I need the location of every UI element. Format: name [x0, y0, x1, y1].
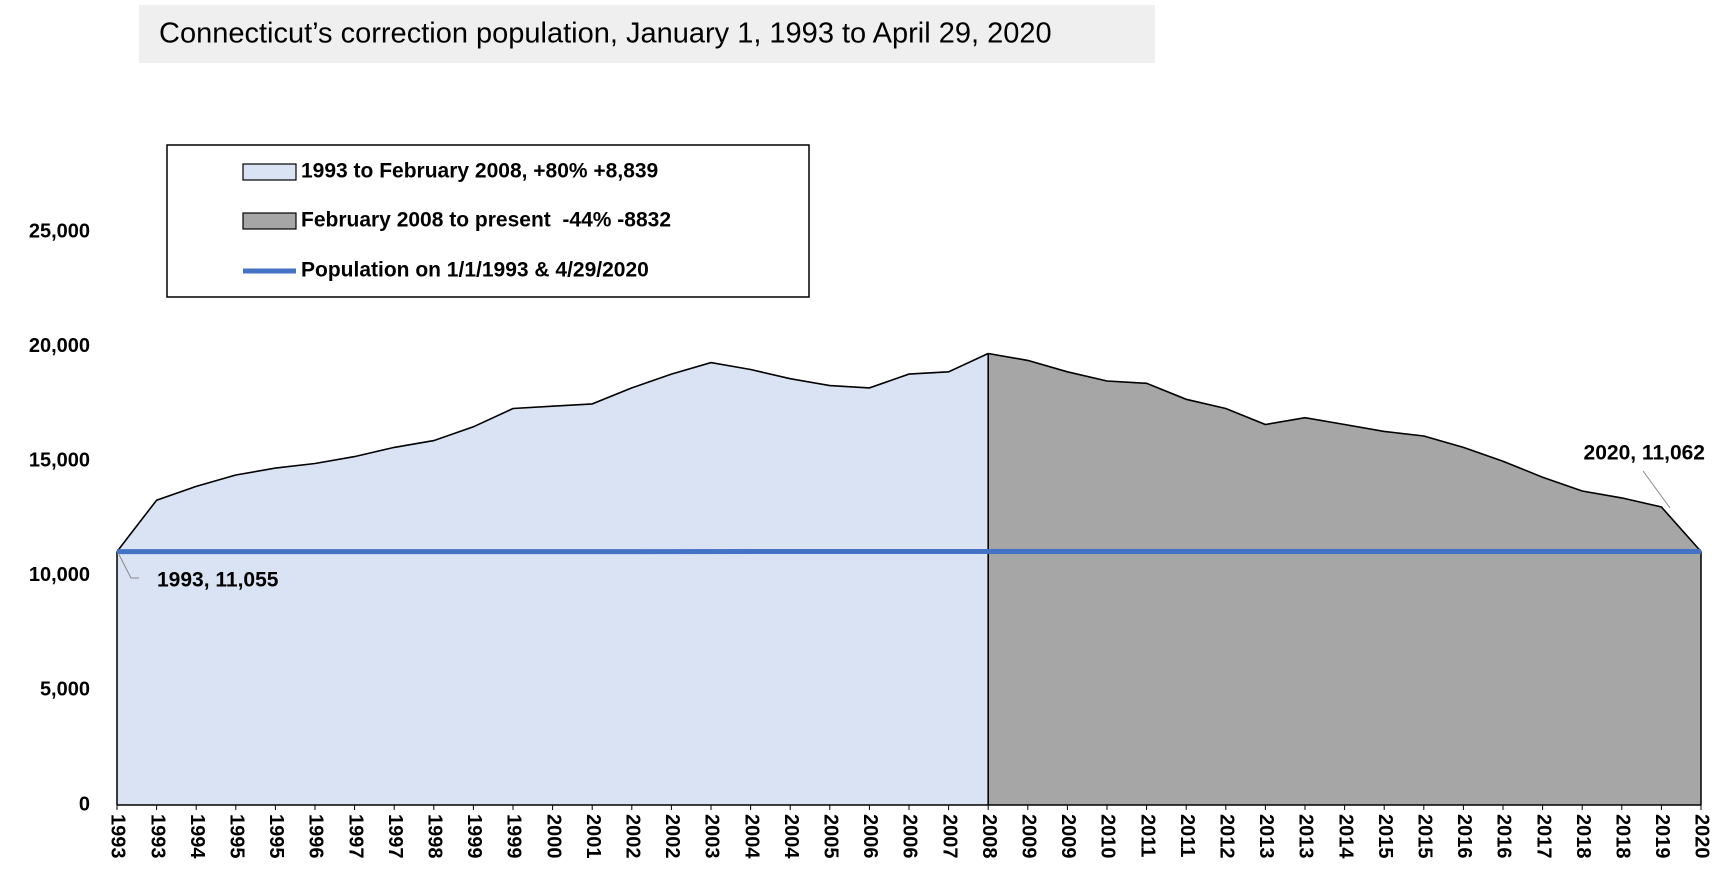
x-tick-label: 1996	[305, 814, 327, 859]
legend-label: 1993 to February 2008, +80% +8,839	[301, 160, 658, 183]
x-tick-label: 1995	[265, 814, 287, 859]
x-tick-label: 1997	[344, 814, 366, 859]
area	[117, 353, 989, 805]
plot-area	[116, 352, 1702, 806]
x-tick-label: 2014	[1334, 814, 1356, 859]
y-tick-label: 20,000	[29, 335, 90, 357]
x-tick-label: 2011	[1176, 814, 1198, 857]
x-tick-label: 2004	[740, 814, 762, 859]
x-tick-label: 2015	[1414, 814, 1436, 859]
legend: 1993 to February 2008, +80% +8,839 Februa…	[166, 144, 810, 298]
x-tick-label: 2010	[1097, 814, 1119, 859]
x-tick-label: 2000	[542, 814, 564, 859]
legend-swatch	[242, 212, 297, 230]
area-outline	[116, 352, 989, 553]
x-tick-label: 2020	[1691, 814, 1713, 859]
x-tick-label: 1999	[503, 814, 525, 859]
x-tick-label: 2015	[1374, 814, 1396, 859]
x-tick-label: 2011	[1136, 814, 1158, 857]
x-tick-label: 2004	[780, 814, 802, 859]
x-tick-label: 2002	[622, 814, 644, 859]
y-tick-label: 0	[79, 793, 90, 815]
x-tick-label: 1994	[186, 814, 208, 859]
x-tick-label: 1993	[107, 814, 129, 859]
x-tick-label: 1998	[424, 814, 446, 859]
x-tick-label: 1993	[146, 814, 168, 859]
x-tick-label: 2006	[899, 814, 921, 859]
x-tick-label: 1999	[463, 814, 485, 859]
x-tick-label: 1997	[384, 814, 406, 859]
y-tick-label: 25,000	[29, 220, 90, 242]
area-outline	[988, 352, 1702, 553]
x-tick-label: 2002	[661, 814, 683, 859]
annotation-leader	[1642, 470, 1671, 509]
annotation: 1993, 11,055	[157, 569, 279, 592]
chart-title: Connecticut’s correction population, Jan…	[159, 18, 1052, 50]
x-tick-label: 2009	[1018, 814, 1040, 859]
x-tick-label: 2016	[1493, 814, 1515, 859]
legend-label: Population on 1/1/1993 & 4/29/2020	[301, 259, 649, 282]
legend-label: February 2008 to present -44% -8832	[301, 209, 671, 232]
x-tick-label: 2008	[978, 814, 1000, 859]
x-tick-label: 2009	[1057, 814, 1079, 859]
y-tick-label: 15,000	[29, 449, 90, 471]
x-tick-label: 2005	[820, 814, 842, 859]
x-tick-label: 2018	[1572, 814, 1594, 859]
x-tick-label: 2013	[1295, 814, 1317, 859]
y-tick-label: 10,000	[29, 564, 90, 586]
y-tick-label: 5,000	[40, 679, 90, 701]
title-box	[139, 5, 1155, 63]
x-tick-label: 2003	[701, 814, 723, 859]
x-tick-label: 1995	[226, 814, 248, 859]
x-tick-label: 2018	[1612, 814, 1634, 859]
x-tick-label: 2001	[582, 814, 604, 859]
x-tick-label: 2012	[1216, 814, 1238, 859]
x-tick-label: 2017	[1532, 814, 1554, 859]
legend-swatch	[242, 163, 297, 181]
x-tick-label: 2007	[938, 814, 960, 859]
area	[988, 353, 1701, 805]
annotation-leader	[118, 554, 139, 579]
annotation: 2020, 11,062	[1584, 442, 1705, 465]
x-tick-label: 2019	[1651, 814, 1673, 859]
x-tick-label: 2013	[1255, 814, 1277, 859]
x-tick-label: 2016	[1453, 814, 1475, 859]
x-tick-label: 2006	[859, 814, 881, 859]
